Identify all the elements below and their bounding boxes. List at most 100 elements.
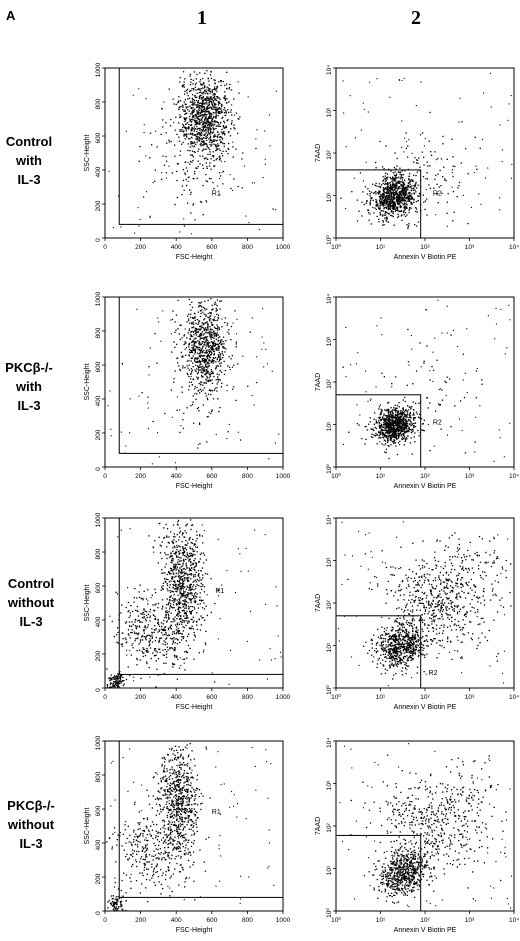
data-point	[427, 165, 429, 167]
data-point	[393, 425, 395, 427]
data-point	[177, 362, 179, 364]
data-point	[387, 196, 389, 199]
data-point	[394, 421, 396, 423]
data-point	[221, 137, 223, 139]
data-point	[173, 649, 175, 651]
data-point	[143, 616, 145, 618]
data-point	[188, 633, 190, 635]
data-point	[207, 323, 209, 325]
data-point	[228, 142, 230, 145]
data-point	[172, 607, 174, 609]
data-point	[224, 317, 227, 319]
data-point	[376, 204, 378, 206]
data-point	[191, 161, 193, 163]
data-point	[392, 197, 394, 199]
data-point	[209, 350, 211, 352]
data-point	[385, 443, 387, 445]
data-point	[209, 136, 211, 139]
data-point	[401, 425, 403, 427]
data-point	[166, 573, 168, 576]
data-point	[483, 92, 485, 94]
data-point	[220, 362, 222, 364]
data-point	[127, 610, 129, 613]
data-point	[393, 200, 395, 203]
data-point	[214, 88, 216, 90]
data-point	[402, 412, 404, 414]
data-point	[173, 594, 175, 596]
data-point	[406, 203, 408, 206]
data-point	[172, 542, 174, 544]
data-point	[204, 342, 206, 344]
data-point	[190, 613, 192, 615]
data-point	[401, 187, 403, 189]
data-point	[199, 310, 202, 312]
data-point	[407, 200, 409, 202]
data-point	[409, 186, 411, 188]
data-point	[200, 329, 202, 331]
data-point	[412, 187, 415, 190]
data-point	[206, 99, 208, 102]
data-point	[205, 126, 207, 128]
data-point	[409, 428, 411, 431]
data-point	[209, 136, 212, 138]
data-point	[217, 381, 219, 383]
data-point	[394, 189, 396, 191]
data-point	[198, 127, 200, 130]
data-point	[203, 103, 205, 105]
data-point	[407, 226, 409, 228]
data-point	[403, 411, 406, 413]
data-point	[193, 103, 195, 105]
data-point	[179, 602, 181, 604]
data-point	[200, 84, 202, 86]
data-point	[382, 195, 384, 197]
data-point	[372, 199, 374, 202]
y-tick-label: 400	[95, 395, 102, 406]
data-point	[182, 588, 184, 590]
data-point	[161, 178, 163, 180]
data-point	[207, 363, 209, 365]
data-point	[412, 430, 414, 433]
data-point	[191, 369, 193, 371]
data-point	[162, 582, 165, 584]
data-point	[474, 441, 476, 443]
data-point	[195, 116, 197, 118]
data-point	[396, 425, 399, 427]
y-tick-label: 0	[95, 467, 102, 471]
data-point	[213, 357, 215, 359]
data-point	[366, 429, 369, 431]
data-point	[400, 435, 402, 437]
data-point	[224, 110, 227, 112]
data-point	[156, 651, 158, 653]
data-point	[195, 82, 197, 84]
data-point	[228, 131, 230, 133]
data-point	[188, 559, 191, 561]
data-point	[203, 329, 205, 332]
data-point	[165, 132, 167, 134]
data-point	[174, 155, 176, 157]
data-point	[385, 214, 387, 216]
data-point	[187, 635, 189, 637]
data-point	[200, 91, 202, 93]
data-point	[203, 602, 205, 604]
data-point	[195, 596, 198, 598]
data-point	[224, 126, 226, 128]
data-point	[196, 376, 198, 378]
data-point	[199, 163, 201, 165]
data-point	[193, 333, 195, 336]
data-point	[423, 430, 425, 432]
data-point	[412, 401, 414, 403]
data-point	[372, 183, 374, 185]
data-point	[204, 93, 207, 95]
data-point	[224, 99, 226, 101]
data-point	[189, 569, 191, 571]
data-point	[177, 561, 179, 563]
data-point	[197, 101, 199, 104]
data-point	[149, 216, 151, 218]
data-point	[220, 81, 222, 83]
data-point	[380, 430, 382, 432]
data-point	[205, 119, 208, 121]
data-point	[374, 412, 376, 414]
data-point	[405, 206, 408, 208]
data-point	[399, 195, 401, 197]
data-point	[217, 143, 219, 145]
